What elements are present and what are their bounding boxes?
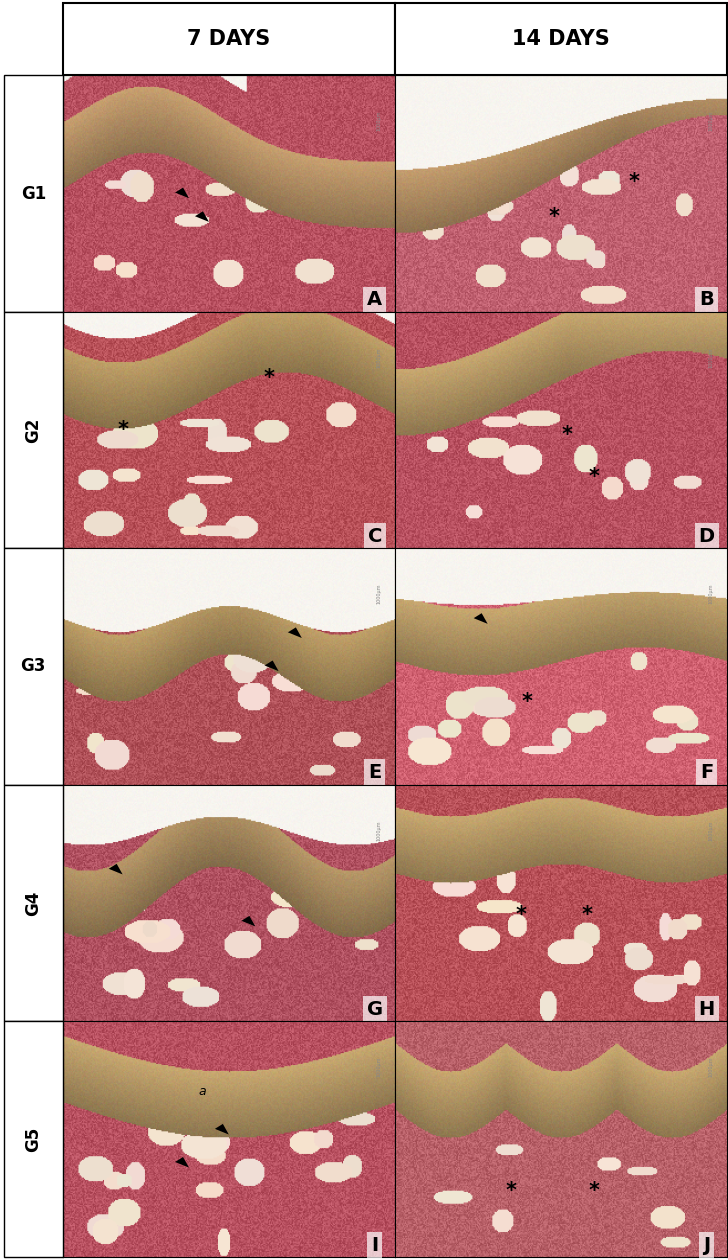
Text: 1000μm: 1000μm <box>376 583 381 604</box>
Polygon shape <box>265 660 279 672</box>
Text: H: H <box>698 999 715 1019</box>
Text: *: * <box>117 420 128 440</box>
Text: G5: G5 <box>24 1126 42 1152</box>
Polygon shape <box>175 188 189 198</box>
Text: *: * <box>505 1182 516 1201</box>
Text: A: A <box>367 290 382 310</box>
Text: G4: G4 <box>24 890 42 916</box>
Text: 1000μm: 1000μm <box>376 820 381 840</box>
Text: *: * <box>562 425 573 445</box>
Text: *: * <box>588 467 599 488</box>
Text: *: * <box>582 905 593 925</box>
Polygon shape <box>242 916 256 926</box>
Polygon shape <box>195 212 209 222</box>
Text: 1000μm: 1000μm <box>376 1057 381 1077</box>
Polygon shape <box>474 614 488 624</box>
Text: 14 DAYS: 14 DAYS <box>512 29 609 49</box>
Text: 7 DAYS: 7 DAYS <box>187 29 270 49</box>
Text: 1000μm: 1000μm <box>376 348 381 368</box>
Polygon shape <box>175 1157 189 1168</box>
Text: D: D <box>699 527 715 546</box>
Text: G1: G1 <box>20 184 46 203</box>
Text: 1000μm: 1000μm <box>708 583 713 604</box>
Text: 1000μm: 1000μm <box>708 348 713 368</box>
Text: C: C <box>368 527 382 546</box>
Text: J: J <box>703 1236 711 1255</box>
Text: *: * <box>588 1182 599 1201</box>
Text: *: * <box>522 692 533 712</box>
Text: G2: G2 <box>24 417 42 442</box>
Text: 1000μm: 1000μm <box>376 111 381 131</box>
Text: B: B <box>700 290 714 310</box>
Text: G: G <box>367 999 383 1019</box>
Polygon shape <box>288 627 302 638</box>
Text: E: E <box>368 764 381 782</box>
Text: *: * <box>515 905 526 925</box>
Polygon shape <box>215 1124 229 1134</box>
Polygon shape <box>108 864 122 874</box>
Text: *: * <box>548 207 560 227</box>
Text: 1000μm: 1000μm <box>708 820 713 840</box>
Text: G3: G3 <box>20 658 46 675</box>
Text: 1000μm: 1000μm <box>708 111 713 131</box>
Text: *: * <box>263 368 274 388</box>
Text: I: I <box>371 1236 379 1255</box>
Text: 1000μm: 1000μm <box>708 1057 713 1077</box>
Text: *: * <box>628 171 639 192</box>
Text: F: F <box>700 764 713 782</box>
Text: a: a <box>199 1085 206 1099</box>
